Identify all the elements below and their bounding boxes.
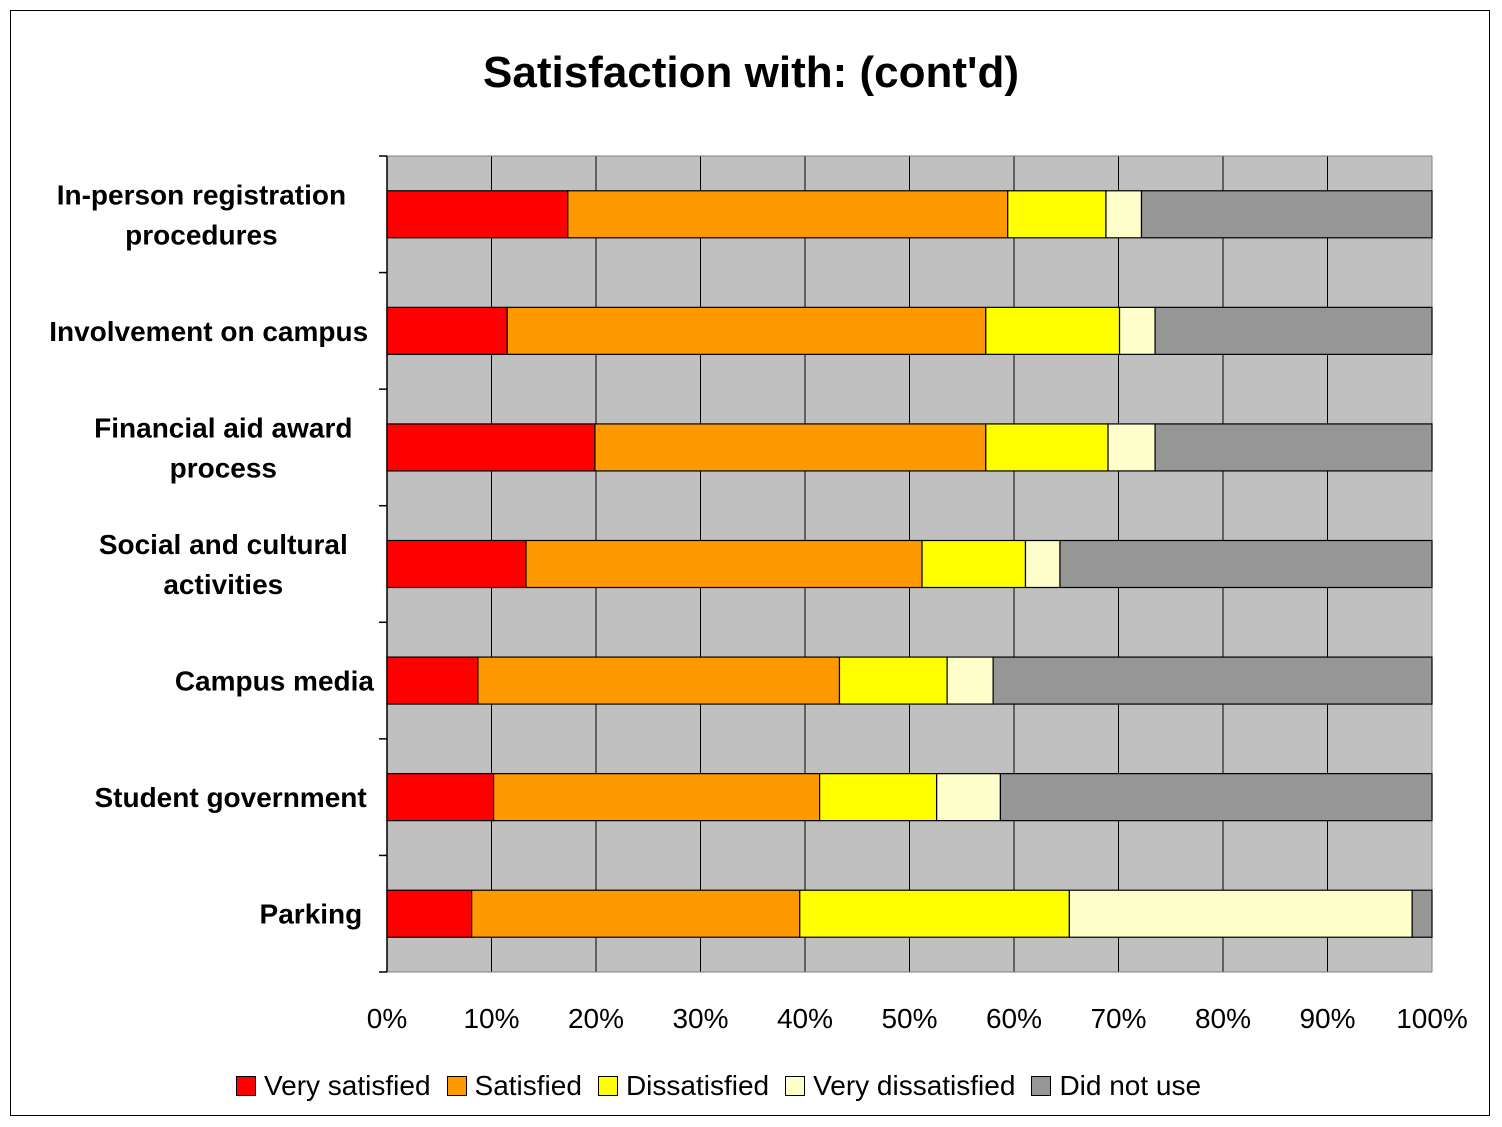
- bar-very-dissatisfied: [1105, 190, 1143, 239]
- bar-very-satisfied: [386, 889, 473, 938]
- bar-did-not-use: [999, 773, 1433, 822]
- bar-dissatisfied: [1007, 190, 1107, 239]
- bar-satisfied: [471, 889, 801, 938]
- bar-dissatisfied: [985, 423, 1109, 472]
- category-label: Student government: [94, 782, 366, 813]
- category-label: Parking: [260, 899, 363, 930]
- category-label-line: Student government: [94, 782, 366, 813]
- legend-swatch: [236, 1076, 256, 1096]
- bar-did-not-use: [1154, 306, 1433, 355]
- category-label-line: process: [170, 452, 277, 483]
- bar-very-satisfied: [386, 306, 508, 355]
- bar-did-not-use: [1140, 190, 1433, 239]
- bar-dissatisfied: [985, 306, 1121, 355]
- x-tick-label: 10%: [463, 1003, 519, 1034]
- legend-label: Very dissatisfied: [813, 1070, 1016, 1101]
- x-tick-label: 90%: [1299, 1003, 1355, 1034]
- bar-very-dissatisfied: [1024, 539, 1061, 589]
- category-label-line: procedures: [125, 219, 278, 250]
- legend-item-very-satisfied: Very satisfied: [236, 1070, 431, 1102]
- category-label: In-person registration procedures: [57, 179, 346, 250]
- category-label-line: Financial aid award: [94, 412, 352, 443]
- bar-did-not-use: [1059, 539, 1433, 589]
- bar-dissatisfied: [819, 773, 938, 822]
- x-tick-label: 30%: [672, 1003, 728, 1034]
- category-label: Campus media: [175, 666, 375, 697]
- category-label: Financial aid award process: [94, 412, 352, 483]
- bar-dissatisfied: [799, 889, 1070, 938]
- category-label-line: Campus media: [175, 666, 375, 697]
- bar-satisfied: [594, 423, 987, 472]
- bar-satisfied: [492, 773, 821, 822]
- category-label-line: Parking: [260, 899, 363, 930]
- category-label-line: activities: [163, 569, 283, 600]
- legend-item-very-dissatisfied: Very dissatisfied: [785, 1070, 1015, 1102]
- x-tick-label: 100%: [1396, 1003, 1468, 1034]
- legend: Very satisfied Satisfied Dissatisfied Ve…: [236, 1070, 1217, 1102]
- category-label: Involvement on campus: [49, 316, 368, 347]
- legend-swatch: [597, 1076, 618, 1096]
- x-tick-label: 40%: [777, 1003, 833, 1034]
- bar-very-satisfied: [386, 539, 527, 589]
- x-tick-label: 20%: [568, 1003, 624, 1034]
- x-tick-label: 60%: [986, 1003, 1042, 1034]
- bar-satisfied: [567, 190, 1009, 239]
- chart-title: Satisfaction with: (cont'd): [483, 48, 1019, 97]
- category-label-line: In-person registration: [57, 179, 346, 210]
- x-tick-label: 70%: [1090, 1003, 1146, 1034]
- x-tick-label: 80%: [1195, 1003, 1251, 1034]
- x-tick-label: 50%: [881, 1003, 937, 1034]
- legend-label: Satisfied: [474, 1070, 582, 1101]
- legend-swatch: [1031, 1076, 1052, 1096]
- bar-did-not-use: [992, 656, 1433, 705]
- bar-dissatisfied: [921, 539, 1027, 589]
- category-label-line: Involvement on campus: [49, 316, 368, 347]
- bar-very-satisfied: [386, 773, 495, 822]
- legend-label: Did not use: [1059, 1070, 1202, 1101]
- bar-very-satisfied: [386, 423, 596, 472]
- bar-did-not-use: [1411, 889, 1433, 938]
- category-label: Social and cultural activities: [99, 529, 348, 600]
- bar-very-dissatisfied: [1068, 889, 1413, 938]
- bar-very-dissatisfied: [936, 773, 1002, 822]
- legend-swatch: [785, 1076, 806, 1096]
- bar-did-not-use: [1154, 423, 1433, 472]
- bar-very-dissatisfied: [946, 656, 994, 705]
- legend-item-dissatisfied: Dissatisfied: [597, 1070, 770, 1102]
- legend-item-did-not-use: Did not use: [1031, 1070, 1201, 1102]
- legend-item-satisfied: Satisfied: [446, 1070, 582, 1102]
- bar-dissatisfied: [838, 656, 948, 705]
- bar-very-dissatisfied: [1107, 423, 1156, 472]
- legend-label: Dissatisfied: [625, 1070, 770, 1101]
- bar-very-satisfied: [386, 656, 479, 705]
- bar-satisfied: [506, 306, 987, 355]
- bar-very-satisfied: [386, 190, 569, 239]
- legend-label: Very satisfied: [264, 1070, 431, 1101]
- x-tick-label: 0%: [367, 1003, 407, 1034]
- bar-very-dissatisfied: [1118, 306, 1156, 355]
- legend-swatch: [446, 1076, 467, 1096]
- bar-satisfied: [525, 539, 923, 589]
- bar-satisfied: [477, 656, 841, 705]
- category-label-line: Social and cultural: [99, 529, 348, 560]
